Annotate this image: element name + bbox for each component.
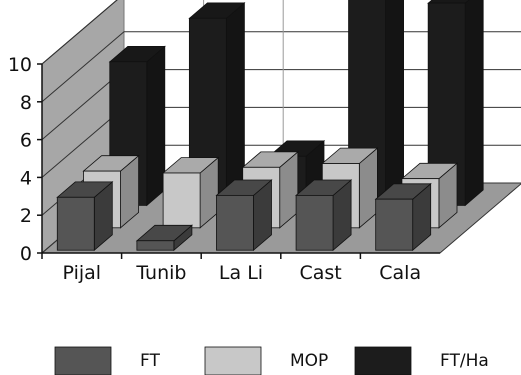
y-tick-label-4: 8 bbox=[20, 92, 32, 114]
x-tick-label-3: Cast bbox=[299, 262, 341, 284]
bar-ft-1 bbox=[135, 224, 193, 252]
chart-axes bbox=[37, 63, 440, 259]
bar-front bbox=[136, 240, 175, 251]
bar-side bbox=[464, 0, 484, 207]
legend-label-0: FT bbox=[140, 351, 160, 371]
x-tick-labels: Pijal Tunib La Li Cast Cala bbox=[63, 262, 422, 284]
bar-ft-3 bbox=[295, 179, 353, 252]
x-tick-label-1: Tunib bbox=[135, 262, 186, 284]
bar-side bbox=[225, 2, 245, 207]
legend-swatch-0 bbox=[54, 346, 112, 375]
bar-front bbox=[295, 194, 334, 251]
bar-ft-4 bbox=[374, 182, 432, 252]
y-tick-label-2: 4 bbox=[20, 167, 32, 189]
legend-swatch-1 bbox=[204, 346, 262, 375]
gridline-y-5 bbox=[41, 0, 118, 65]
bar-ft-0 bbox=[56, 181, 114, 252]
legend-label-2: FT/Ha bbox=[440, 351, 489, 371]
y-tick-label-0: 0 bbox=[20, 243, 32, 265]
legend-swatch-2 bbox=[354, 346, 412, 375]
chart-bars bbox=[56, 0, 484, 252]
bar-front bbox=[216, 194, 254, 251]
y-tick-label-1: 2 bbox=[20, 205, 32, 227]
x-tick-label-0: Pijal bbox=[63, 262, 102, 284]
bar-ft-2 bbox=[215, 179, 273, 252]
legend-label-1: MOP bbox=[290, 351, 328, 371]
y-tick-label-5: 10 bbox=[8, 54, 32, 76]
bar-front bbox=[56, 196, 95, 251]
bar-mop-1 bbox=[162, 156, 220, 229]
bar-front bbox=[162, 172, 201, 229]
y-tick-labels: 0 2 4 6 8 10 bbox=[8, 54, 32, 265]
bar-side bbox=[385, 0, 405, 207]
legend: FT MOP FT/Ha bbox=[54, 346, 489, 375]
y-tick-label-3: 6 bbox=[20, 130, 32, 152]
bar-side bbox=[146, 45, 166, 207]
x-tick-label-2: La Li bbox=[219, 262, 263, 284]
bar-front bbox=[375, 198, 414, 251]
x-tick-label-4: Cala bbox=[379, 262, 421, 284]
